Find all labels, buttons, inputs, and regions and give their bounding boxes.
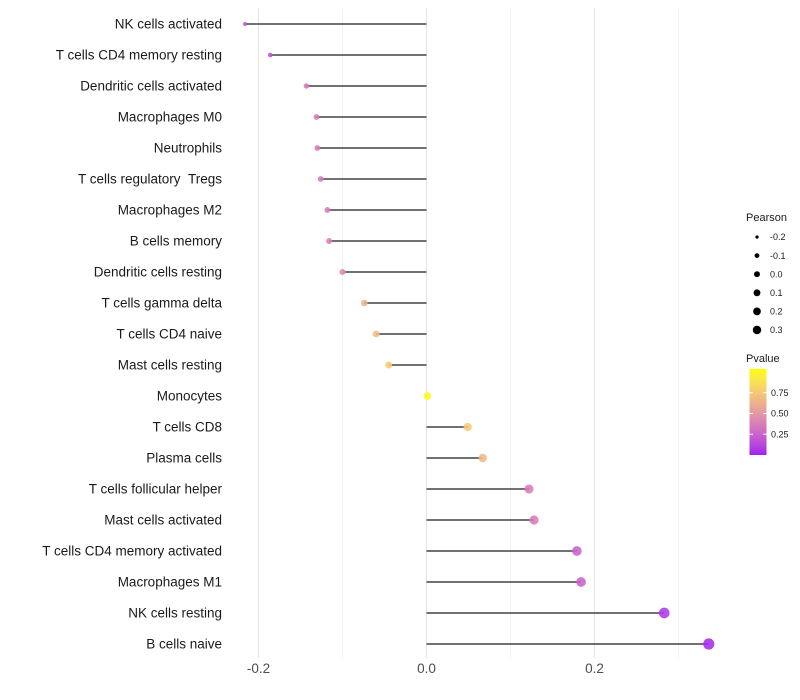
x-tick-label: -0.2 [247, 661, 270, 676]
category-label: B cells naive [146, 637, 222, 652]
legend-size-dot [755, 235, 759, 239]
legend-size-label: -0.2 [770, 232, 786, 242]
category-label: Mast cells resting [118, 358, 222, 373]
category-label: NK cells activated [115, 17, 222, 32]
lollipop-point [267, 52, 273, 58]
lollipop-point [385, 361, 393, 369]
lollipop-point [372, 330, 380, 338]
pvalue-colorbar [749, 369, 767, 455]
lollipop-point [703, 638, 715, 650]
lollipop-point [317, 176, 324, 182]
category-label: T cells CD4 memory activated [42, 544, 222, 559]
category-label: T cells follicular helper [89, 482, 223, 497]
color-legend-title: Pvalue [746, 353, 780, 365]
category-label: T cells gamma delta [101, 296, 222, 311]
category-label: Monocytes [157, 389, 223, 404]
legend-size-label: 0.0 [770, 269, 783, 279]
category-label: T cells CD8 [152, 420, 222, 435]
lollipop-point [658, 607, 670, 619]
legend: Pearson -0.2 -0.1 0.0 0.1 0.2 0.3 Pvalue 0.75… [746, 212, 789, 455]
legend-size-dot [753, 289, 761, 297]
lollipop-point [314, 145, 321, 151]
legend-size-dot [753, 307, 761, 316]
category-label: NK cells resting [128, 606, 222, 621]
colorbar-tick-label: 0.75 [771, 388, 789, 398]
lollipop-points [243, 22, 715, 650]
x-tick-label: 0.2 [585, 661, 604, 676]
lollipop-point [572, 546, 582, 556]
legend-size-label: 0.3 [770, 325, 783, 335]
lollipop-point [313, 114, 320, 120]
lollipop-point [324, 207, 331, 213]
legend-size-label: 0.2 [770, 307, 783, 317]
category-label: Neutrophils [154, 141, 223, 156]
lollipop-point [326, 238, 333, 244]
category-label: T cells CD4 naive [116, 327, 222, 342]
category-label: Macrophages M1 [118, 575, 222, 590]
category-label: Mast cells activated [104, 513, 222, 528]
category-label: Dendritic cells activated [80, 79, 222, 94]
legend-size-dot [752, 325, 762, 335]
lollipop-point [423, 392, 432, 400]
category-label: Dendritic cells resting [94, 265, 222, 280]
category-label: T cells regulatory Tregs [78, 172, 222, 187]
colorbar-tick-label: 0.25 [771, 429, 789, 439]
gridlines [258, 8, 679, 658]
lollipop-point [524, 484, 534, 494]
lollipop-point [243, 22, 248, 26]
category-labels: NK cells activated T cells CD4 memory res… [42, 17, 222, 652]
legend-size-dot [754, 253, 760, 259]
legend-size-label: -0.1 [770, 251, 786, 261]
category-label: B cells memory [130, 234, 223, 249]
size-legend-title: Pearson [746, 212, 787, 224]
x-tick-label: 0.0 [417, 661, 436, 676]
lollipop-point [361, 299, 368, 307]
lollipop-point [463, 422, 472, 432]
category-label: Plasma cells [146, 451, 222, 466]
lollipop-point [303, 83, 310, 89]
legend-size-label: 0.1 [770, 288, 783, 298]
colorbar-tick-label: 0.50 [771, 409, 789, 419]
lollipop-stems [245, 23, 709, 645]
legend-size-dot [754, 271, 760, 278]
lollipop-point [576, 577, 586, 587]
category-label: Macrophages M2 [118, 203, 222, 218]
category-label: Macrophages M0 [118, 110, 222, 125]
lollipop-point [529, 515, 539, 525]
x-axis-tick-labels: -0.2 0.0 0.2 [247, 661, 604, 676]
lollipop-point [478, 453, 487, 463]
lollipop-point [339, 268, 346, 276]
category-label: T cells CD4 memory resting [56, 48, 222, 63]
